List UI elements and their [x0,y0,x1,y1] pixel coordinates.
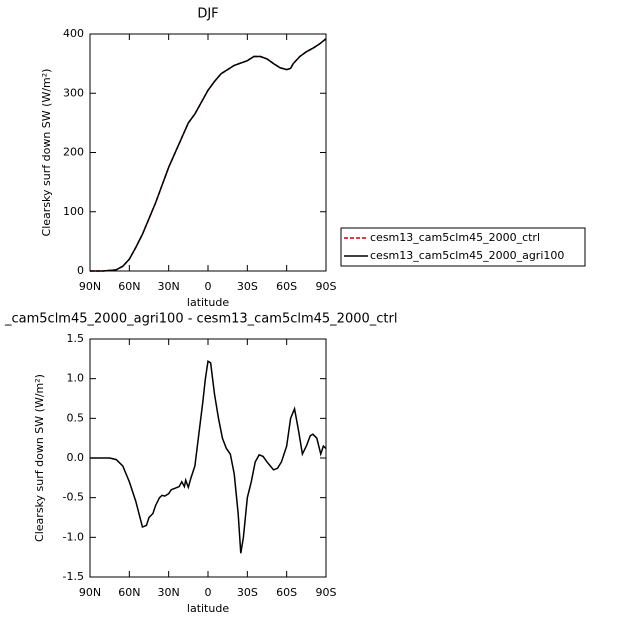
x-tick-label: 0 [205,586,212,599]
plot-frame [89,33,327,272]
data-line [90,38,327,272]
x-tick-label: 60N [118,586,140,599]
x-tick-label: 60S [276,280,297,293]
y-tick-label: -0.5 [63,491,84,504]
y-tick-label: 0.5 [67,411,85,424]
x-tick-label: 30S [237,280,258,293]
y-tick-label: -1.0 [63,530,84,543]
y-axis-label: Clearsky surf down SW (W/m²) [33,374,46,542]
chart-title: _cam5clm45_2000_agri100 - cesm13_cam5clm… [4,312,397,327]
y-tick-label: 1.5 [67,332,85,345]
data-line [90,38,327,272]
y-tick-label: 400 [63,27,84,40]
y-tick-label: 100 [63,205,84,218]
legend-box [340,227,586,267]
x-tick-label: 90S [316,280,337,293]
x-tick-label: 30N [158,280,180,293]
plot-frame [89,338,327,578]
chart-title: DJF [197,7,218,22]
x-tick-label: 30S [237,586,258,599]
y-tick-label: 0 [77,264,84,277]
legend-label: cesm13_cam5clm45_2000_ctrl [370,231,540,244]
y-tick-label: -1.5 [63,570,84,583]
x-axis-label: latitude [187,602,229,615]
x-tick-label: 90S [316,586,337,599]
y-tick-label: 1.0 [67,372,85,385]
x-tick-label: 60N [118,280,140,293]
x-axis-label: latitude [187,296,229,309]
data-line [90,359,327,554]
y-tick-label: 0.0 [67,451,85,464]
x-tick-label: 90N [79,280,101,293]
x-tick-label: 30N [158,586,180,599]
x-tick-label: 0 [205,280,212,293]
legend-label: cesm13_cam5clm45_2000_agri100 [370,249,564,262]
y-tick-label: 200 [63,146,84,159]
y-tick-label: 300 [63,86,84,99]
x-tick-label: 90N [79,586,101,599]
y-axis-label: Clearsky surf down SW (W/m²) [40,69,53,237]
x-tick-label: 60S [276,586,297,599]
